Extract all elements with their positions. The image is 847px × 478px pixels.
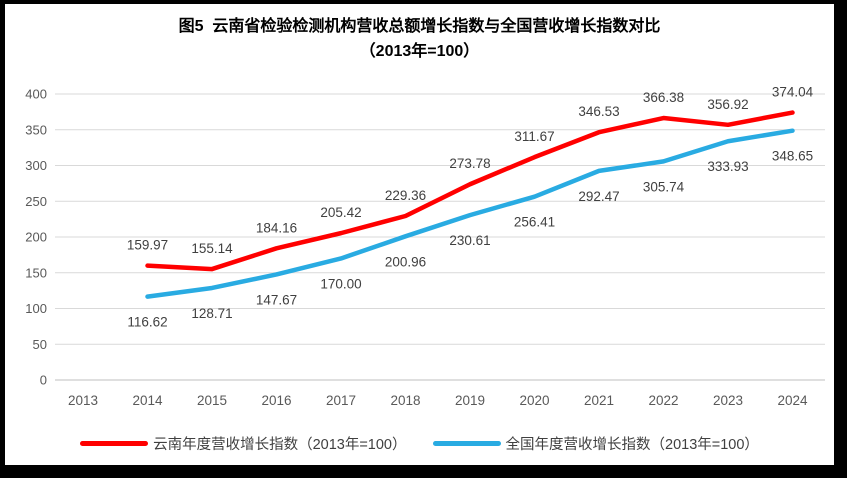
data-label: 256.41 <box>514 215 555 230</box>
legend-item-national: 全国年度营收增长指数（2013年=100） <box>432 433 759 454</box>
data-label: 273.78 <box>449 156 490 171</box>
chart-title: 图5 云南省检验检测机构营收总额增长指数与全国营收增长指数对比 （2013年=1… <box>5 14 834 64</box>
x-tick-label: 2021 <box>584 393 614 408</box>
x-tick-label: 2020 <box>519 393 549 408</box>
y-tick-label: 350 <box>25 122 47 137</box>
legend: 云南年度营收增长指数（2013年=100） 全国年度营收增长指数（2013年=1… <box>5 433 834 454</box>
chart-title-line2: （2013年=100） <box>359 43 480 60</box>
x-tick-label: 2015 <box>197 393 227 408</box>
data-label: 374.04 <box>772 85 814 100</box>
data-label: 184.16 <box>256 220 297 235</box>
x-tick-label: 2023 <box>713 393 743 408</box>
data-label: 348.65 <box>772 149 813 164</box>
data-label: 292.47 <box>578 189 619 204</box>
data-label: 311.67 <box>514 129 554 144</box>
legend-item-yunnan: 云南年度营收增长指数（2013年=100） <box>80 433 407 454</box>
legend-label-yunnan: 云南年度营收增长指数（2013年=100） <box>153 437 407 453</box>
x-tick-label: 2022 <box>648 393 678 408</box>
y-tick-label: 0 <box>40 373 47 388</box>
y-tick-label: 400 <box>25 87 47 102</box>
x-tick-label: 2019 <box>455 393 485 408</box>
data-label: 128.71 <box>191 306 232 321</box>
legend-label-national: 全国年度营收增长指数（2013年=100） <box>505 437 759 453</box>
data-label: 346.53 <box>578 104 619 119</box>
data-label: 366.38 <box>643 90 684 105</box>
data-label: 356.92 <box>707 97 748 112</box>
data-label: 333.93 <box>707 159 748 174</box>
x-tick-label: 2014 <box>132 393 163 408</box>
data-label: 200.96 <box>385 254 426 269</box>
legend-line-swatch-yunnan <box>80 441 149 446</box>
data-label: 116.62 <box>127 315 167 330</box>
data-label: 229.36 <box>385 188 426 203</box>
y-tick-label: 50 <box>33 337 47 352</box>
legend-line-swatch-national <box>432 441 501 446</box>
x-tick-label: 2013 <box>68 393 98 408</box>
series-line-0 <box>145 110 795 272</box>
y-tick-label: 150 <box>25 265 47 280</box>
chart-canvas: 0 50 100 150 200 250 300 350 400 2013 2014 2015 2016… <box>25 85 825 408</box>
x-tick-label: 2024 <box>777 393 808 408</box>
y-tick-label: 200 <box>25 230 47 245</box>
data-label: 205.42 <box>320 205 361 220</box>
x-tick-label: 2018 <box>390 393 420 408</box>
y-tick-label: 300 <box>25 158 47 173</box>
data-label: 305.74 <box>643 179 685 194</box>
data-label: 147.67 <box>256 292 297 307</box>
x-tick-label: 2017 <box>326 393 356 408</box>
y-tick-label: 250 <box>25 194 47 209</box>
x-tick-label: 2016 <box>261 393 291 408</box>
data-label: 170.00 <box>320 276 361 291</box>
data-label: 230.61 <box>449 233 490 248</box>
data-label: 159.97 <box>127 238 168 253</box>
series-line-1 <box>145 128 795 299</box>
y-tick-label: 100 <box>25 301 47 316</box>
data-label: 155.14 <box>191 241 233 256</box>
chart-title-line1: 图5 云南省检验检测机构营收总额增长指数与全国营收增长指数对比 <box>178 18 661 35</box>
